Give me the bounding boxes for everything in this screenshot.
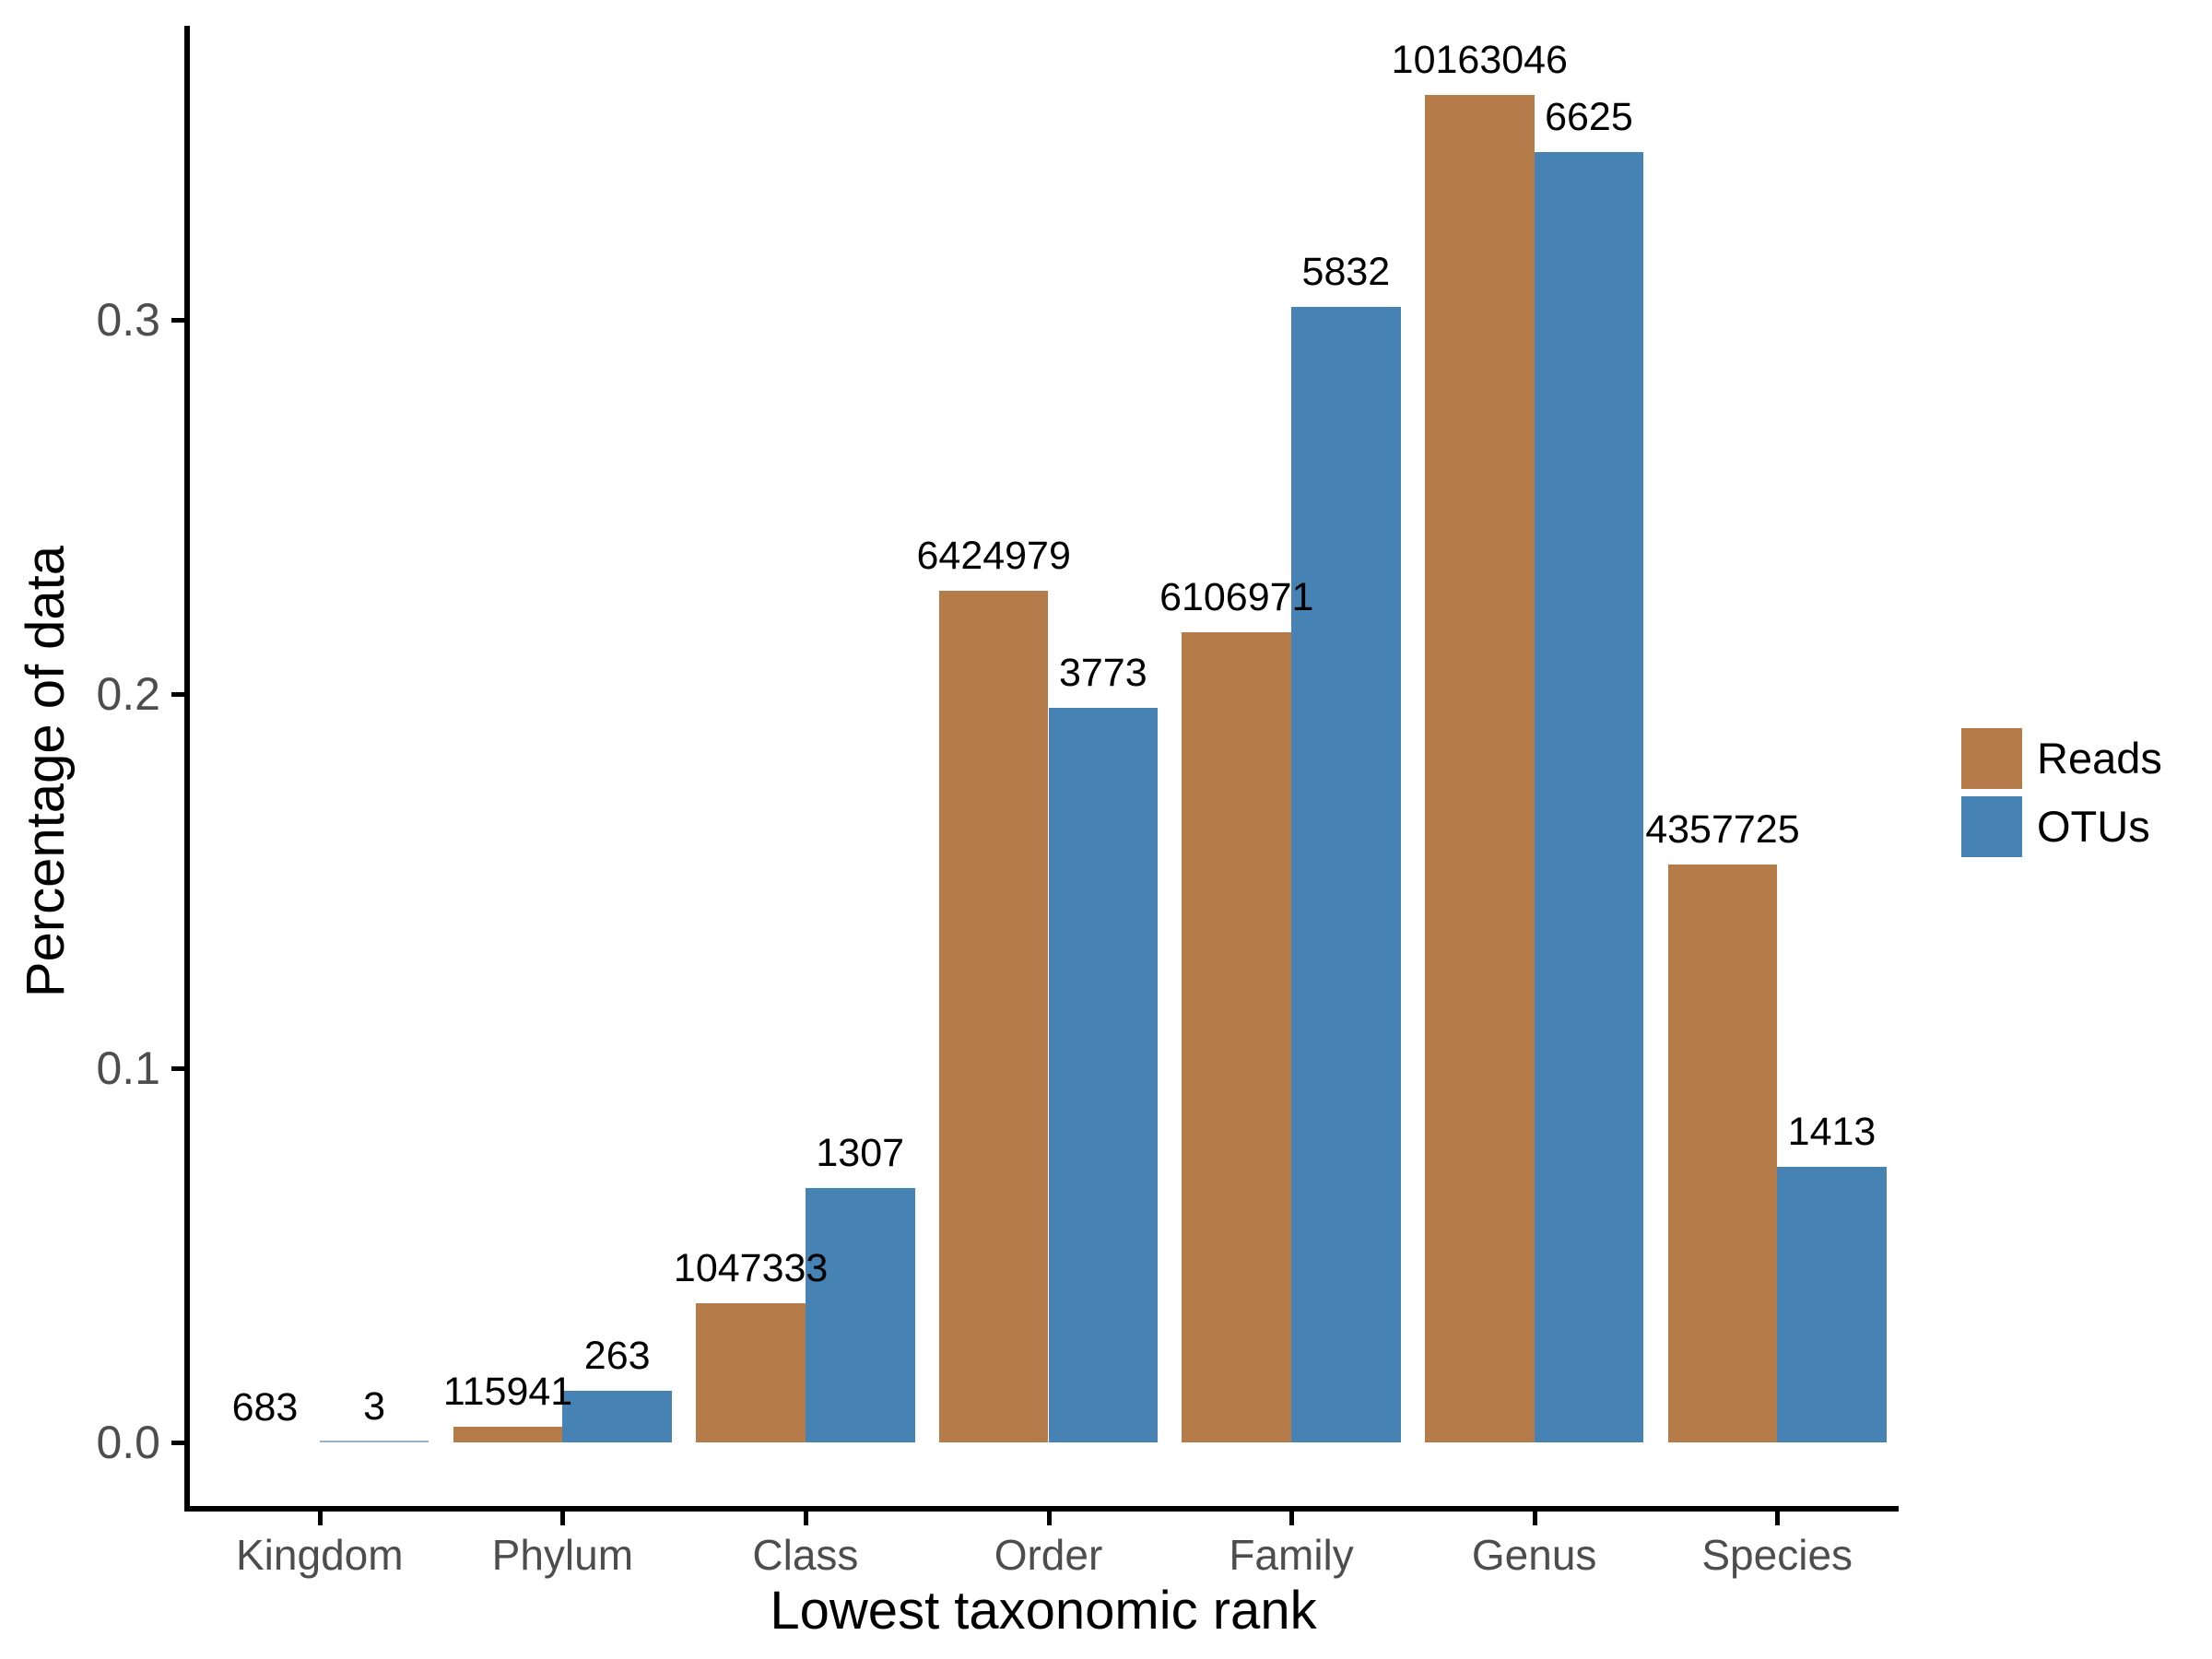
legend-item-otus: OTUs bbox=[1961, 796, 2162, 857]
bar-reads-order bbox=[938, 590, 1049, 1442]
bar-value-label-reads-phylum: 115941 bbox=[442, 1370, 573, 1415]
x-tick-mark bbox=[1289, 1512, 1295, 1525]
y-tick-mark bbox=[171, 1441, 184, 1445]
y-tick-mark bbox=[171, 692, 184, 697]
bar-otus-species bbox=[1777, 1167, 1887, 1442]
x-category-label-phylum: Phylum bbox=[491, 1531, 634, 1579]
bar-otus-kingdom bbox=[319, 1441, 429, 1442]
bar-value-label-reads-kingdom: 683 bbox=[231, 1384, 299, 1430]
bar-reads-phylum bbox=[453, 1427, 563, 1442]
legend: Reads OTUs bbox=[1961, 728, 2162, 857]
bar-value-label-otus-species: 1413 bbox=[1787, 1110, 1877, 1155]
bar-value-label-otus-genus: 6625 bbox=[1545, 95, 1633, 140]
legend-swatch-otus bbox=[1961, 796, 2022, 857]
bar-value-label-reads-class: 1047333 bbox=[673, 1246, 829, 1291]
x-category-label-class: Class bbox=[752, 1531, 859, 1579]
bar-value-label-otus-kingdom: 3 bbox=[363, 1384, 386, 1430]
x-tick-mark bbox=[1775, 1512, 1781, 1525]
y-tick-label: 0.0 bbox=[96, 1417, 160, 1468]
bar-reads-species bbox=[1667, 864, 1778, 1442]
bar-value-label-otus-family: 5832 bbox=[1301, 249, 1391, 294]
bar-value-label-reads-order: 6424979 bbox=[916, 533, 1071, 578]
legend-swatch-reads bbox=[1961, 728, 2022, 789]
x-category-label-order: Order bbox=[994, 1531, 1103, 1579]
x-category-label-kingdom: Kingdom bbox=[236, 1531, 404, 1579]
bar-otus-genus bbox=[1534, 152, 1644, 1442]
y-axis-line bbox=[184, 26, 190, 1512]
bar-value-label-reads-species: 4357725 bbox=[1645, 806, 1800, 852]
x-category-label-species: Species bbox=[1701, 1531, 1853, 1579]
bar-otus-order bbox=[1048, 707, 1159, 1442]
y-tick-mark bbox=[171, 1066, 184, 1071]
x-axis-line bbox=[184, 1506, 1899, 1512]
bar-value-label-reads-genus: 10163046 bbox=[1391, 37, 1568, 82]
x-category-label-family: Family bbox=[1229, 1531, 1354, 1579]
x-tick-mark bbox=[1532, 1512, 1537, 1525]
x-tick-mark bbox=[1046, 1512, 1052, 1525]
bar-otus-family bbox=[1291, 306, 1401, 1442]
legend-label-reads: Reads bbox=[2037, 734, 2162, 782]
x-tick-mark bbox=[317, 1512, 323, 1525]
y-axis-title: Percentage of data bbox=[16, 545, 76, 998]
y-tick-label: 0.3 bbox=[96, 294, 160, 346]
legend-item-reads: Reads bbox=[1961, 728, 2162, 789]
bar-otus-phylum bbox=[562, 1391, 672, 1442]
bar-value-label-otus-class: 1307 bbox=[816, 1130, 905, 1175]
bar-reads-family bbox=[1182, 632, 1292, 1442]
bar-otus-class bbox=[805, 1187, 915, 1442]
y-tick-mark bbox=[171, 318, 184, 323]
y-tick-label: 0.2 bbox=[96, 668, 160, 720]
bar-value-label-otus-order: 3773 bbox=[1058, 650, 1147, 695]
bar-value-label-reads-family: 6106971 bbox=[1159, 575, 1314, 620]
bar-value-label-otus-phylum: 263 bbox=[583, 1334, 651, 1379]
legend-label-otus: OTUs bbox=[2037, 802, 2150, 851]
x-tick-mark bbox=[803, 1512, 808, 1525]
y-tick-label: 0.1 bbox=[96, 1042, 160, 1094]
bar-reads-genus bbox=[1425, 94, 1535, 1442]
x-tick-mark bbox=[560, 1512, 566, 1525]
x-axis-title: Lowest taxonomic rank bbox=[770, 1581, 1317, 1641]
bar-reads-class bbox=[696, 1303, 806, 1442]
x-category-label-genus: Genus bbox=[1471, 1531, 1597, 1579]
